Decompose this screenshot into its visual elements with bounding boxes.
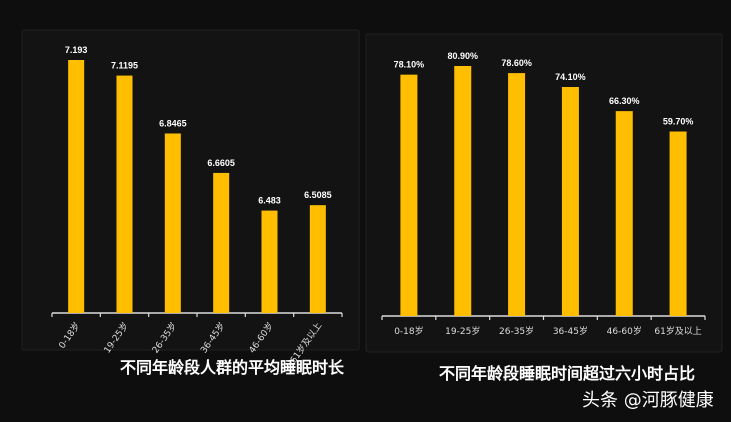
data-label: 7.1195 [111, 61, 138, 71]
data-label: 6.483 [258, 196, 281, 206]
data-label: 78.10% [394, 60, 425, 70]
data-label: 78.60% [501, 58, 532, 68]
bar [561, 87, 579, 316]
data-label: 74.10% [555, 72, 586, 82]
bar [213, 172, 230, 313]
x-tick-label: 26-35岁 [499, 325, 534, 337]
chart-title: 不同年龄段睡眠时间超过六小时占比 [439, 364, 695, 383]
chart-title: 不同年龄段人群的平均睡眠时长 [120, 358, 345, 377]
bar [454, 66, 472, 316]
right-panel [365, 33, 723, 353]
bar [615, 111, 633, 316]
bar [68, 60, 85, 313]
x-tick-label: 61岁及以上 [654, 325, 701, 337]
bar [400, 74, 418, 317]
bar [164, 133, 181, 313]
x-tick-label: 46-60岁 [607, 325, 642, 337]
data-label: 6.5085 [304, 190, 332, 200]
bar [508, 73, 526, 316]
watermark: 头条 @河豚健康 [582, 390, 714, 411]
data-label: 7.193 [65, 45, 88, 55]
data-label: 6.8465 [159, 118, 187, 128]
data-label: 6.6605 [207, 158, 235, 168]
x-tick-label: 19-25岁 [445, 325, 480, 337]
x-tick-label: 36-45岁 [553, 325, 588, 337]
data-label: 59.70% [663, 117, 694, 127]
data-label: 80.90% [447, 51, 478, 61]
x-tick-label: 0-18岁 [394, 325, 423, 337]
bar [261, 210, 278, 313]
bar [116, 75, 133, 313]
bar [669, 131, 687, 316]
data-label: 66.30% [609, 96, 640, 106]
bar [309, 205, 326, 313]
